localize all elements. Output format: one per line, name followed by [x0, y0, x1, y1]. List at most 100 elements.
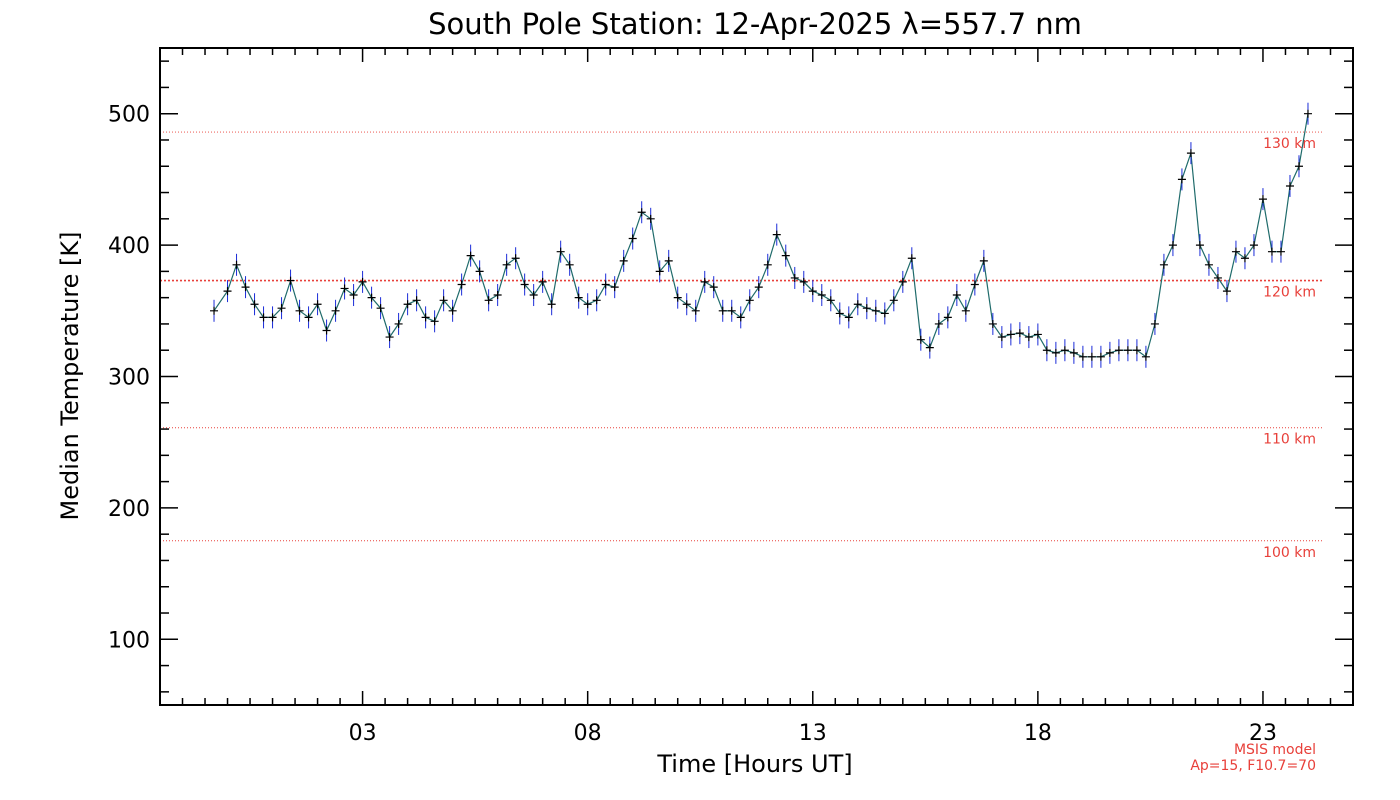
data-point: [844, 313, 853, 322]
data-point: [1258, 195, 1267, 204]
y-tick-label: 300: [108, 366, 150, 391]
y-axis-label: Median Temperature [K]: [56, 231, 84, 520]
data-point: [1213, 273, 1222, 282]
data-point: [1123, 346, 1132, 355]
data-point: [853, 300, 862, 309]
data-point: [673, 293, 682, 302]
data-point: [583, 300, 592, 309]
data-point: [628, 234, 637, 243]
data-point: [511, 254, 520, 263]
data-point: [808, 287, 817, 296]
data-point: [1069, 348, 1078, 357]
axis-ticks: 03 08 13 18 23 100 200 300 400 500: [108, 48, 1353, 746]
data-point: [700, 277, 709, 286]
data-point: [430, 317, 439, 326]
data-point: [574, 293, 583, 302]
data-point: [1177, 175, 1186, 184]
x-tick-label: 08: [574, 721, 602, 746]
data-point: [1231, 247, 1240, 256]
data-point: [1267, 247, 1276, 256]
reference-line-label: 100 km: [1263, 545, 1316, 561]
data-point: [997, 333, 1006, 342]
data-point: [880, 309, 889, 318]
data-point: [358, 277, 367, 286]
data-point: [1240, 254, 1249, 263]
x-axis-label: Time [Hours UT]: [656, 750, 852, 778]
data-point: [1033, 330, 1042, 339]
data-point: [646, 214, 655, 223]
data-point: [1042, 346, 1051, 355]
model-note-line-1: MSIS model: [1234, 742, 1316, 758]
model-note-line-2: Ap=15, F10.7=70: [1190, 758, 1316, 774]
data-point: [979, 256, 988, 265]
data-point: [1276, 247, 1285, 256]
data-point: [439, 296, 448, 305]
data-point: [691, 306, 700, 315]
data-point: [322, 326, 331, 335]
data-point: [799, 277, 808, 286]
data-point: [988, 319, 997, 328]
data-point: [592, 296, 601, 305]
data-point: [1114, 346, 1123, 355]
data-point: [556, 247, 565, 256]
data-point: [210, 306, 219, 315]
reference-line-label: 120 km: [1263, 285, 1316, 301]
reference-lines: 130 km 120 km 110 km 100 km: [160, 131, 1323, 561]
data-point: [340, 284, 349, 293]
data-point: [835, 309, 844, 318]
data-point: [457, 280, 466, 289]
data-point: [754, 283, 763, 292]
data-point: [331, 306, 340, 315]
data-point: [1285, 181, 1294, 190]
data-point: [1195, 241, 1204, 250]
data-point: [304, 313, 313, 322]
data-point: [295, 306, 304, 315]
data-point: [727, 306, 736, 315]
data-point: [817, 291, 826, 300]
data-point: [529, 291, 538, 300]
data-point: [916, 335, 925, 344]
data-point: [898, 277, 907, 286]
data-point: [772, 230, 781, 239]
data-point: [232, 260, 241, 269]
data-point: [790, 273, 799, 282]
x-tick-label: 13: [799, 721, 827, 746]
data-point: [745, 296, 754, 305]
data-point: [970, 280, 979, 289]
data-point: [871, 306, 880, 315]
data-point: [601, 280, 610, 289]
data-point: [1015, 329, 1024, 338]
data-point: [1168, 241, 1177, 250]
data-point: [934, 319, 943, 328]
data-point: [610, 283, 619, 292]
chart-title: South Pole Station: 12-Apr-2025 λ=557.7 …: [428, 7, 1082, 41]
data-point: [475, 267, 484, 276]
data-point: [565, 260, 574, 269]
reference-line-label: 130 km: [1263, 136, 1316, 152]
data-point: [1132, 346, 1141, 355]
data-point: [1222, 287, 1231, 296]
data-point: [1060, 346, 1069, 355]
y-tick-label: 100: [108, 628, 150, 653]
data-point: [682, 300, 691, 309]
data-point: [1051, 348, 1060, 357]
data-point: [277, 304, 286, 313]
data-point: [1087, 352, 1096, 361]
data-point: [502, 260, 511, 269]
data-point: [862, 304, 871, 313]
data-point: [259, 313, 268, 322]
data-point: [376, 304, 385, 313]
data-point: [889, 296, 898, 305]
x-tick-label: 23: [1249, 721, 1277, 746]
data-point: [520, 280, 529, 289]
series-layer: [210, 102, 1312, 368]
data-point: [1186, 149, 1195, 158]
data-point: [655, 267, 664, 276]
data-point: [385, 333, 394, 342]
data-point: [1105, 348, 1114, 357]
data-point: [1204, 260, 1213, 269]
data-point: [961, 306, 970, 315]
data-point: [250, 300, 259, 309]
data-point: [394, 319, 403, 328]
data-point: [547, 300, 556, 309]
